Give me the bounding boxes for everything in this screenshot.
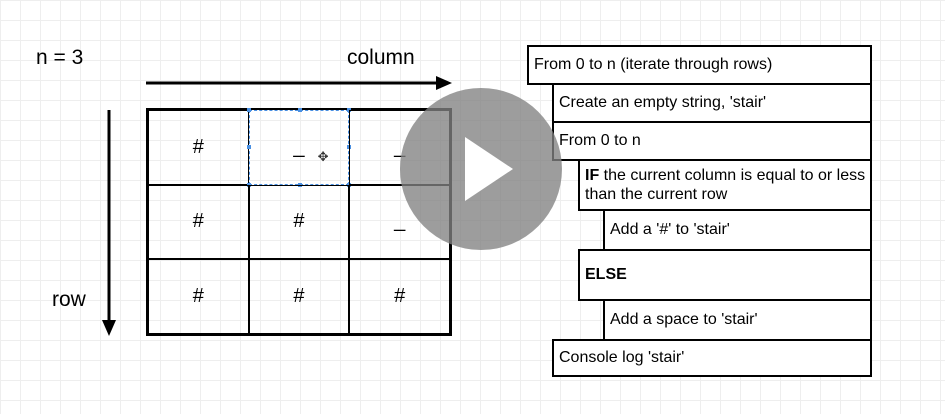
- move-icon: ✥: [317, 149, 329, 164]
- grid-cell-r2-c1: #: [248, 259, 350, 334]
- n-label: n = 3: [36, 46, 84, 69]
- column-label: column: [347, 46, 415, 69]
- grid-cell-r0-c0: #: [148, 110, 249, 185]
- flow-if: IF the current column is equal to or les…: [578, 159, 872, 211]
- stair-grid: # _ ✥ _ # # _ # # #: [146, 108, 452, 336]
- flow-iterate-cols: From 0 to n: [552, 121, 872, 161]
- flow-add-hash: Add a '#' to 'stair': [603, 209, 872, 251]
- selection-handle[interactable]: [246, 108, 251, 112]
- flow-add-hash-text: Add a '#' to 'stair': [610, 221, 730, 239]
- flow-add-space-text: Add a space to 'stair': [610, 311, 758, 329]
- grid-cell-r1-c1: #: [248, 184, 350, 260]
- flow-create-string: Create an empty string, 'stair': [552, 83, 872, 123]
- flow-console-log: Console log 'stair': [552, 339, 872, 377]
- selection-handle[interactable]: [246, 145, 251, 149]
- flow-iterate-cols-text: From 0 to n: [559, 132, 641, 150]
- column-arrowhead: [436, 76, 452, 90]
- flow-if-keyword: IF: [585, 166, 600, 184]
- flow-iterate-rows: From 0 to n (iterate through rows): [527, 45, 872, 85]
- flow-add-space: Add a space to 'stair': [603, 299, 872, 341]
- play-icon: [465, 137, 513, 201]
- flow-else: ELSE: [578, 249, 872, 301]
- flow-else-text: ELSE: [585, 266, 627, 284]
- play-button[interactable]: [400, 88, 562, 250]
- flow-console-log-text: Console log 'stair': [559, 349, 685, 367]
- grid-cell-r1-c0: #: [148, 184, 249, 260]
- grid-cell-r0-c1-text: _: [293, 135, 305, 158]
- row-arrowhead: [102, 320, 116, 336]
- selection-handle[interactable]: [297, 108, 302, 112]
- flow-if-text: IF the current column is equal to or les…: [585, 166, 870, 204]
- grid-cell-r2-c0: #: [148, 259, 249, 334]
- grid-cell-r2-c2: #: [349, 259, 450, 334]
- row-label: row: [52, 288, 86, 311]
- grid-cell-r0-c1[interactable]: _ ✥: [246, 108, 352, 187]
- flow-create-string-text: Create an empty string, 'stair': [559, 94, 767, 112]
- flow-if-condition: the current column is equal to or less t…: [585, 166, 866, 203]
- flow-iterate-rows-text: From 0 to n (iterate through rows): [534, 56, 773, 74]
